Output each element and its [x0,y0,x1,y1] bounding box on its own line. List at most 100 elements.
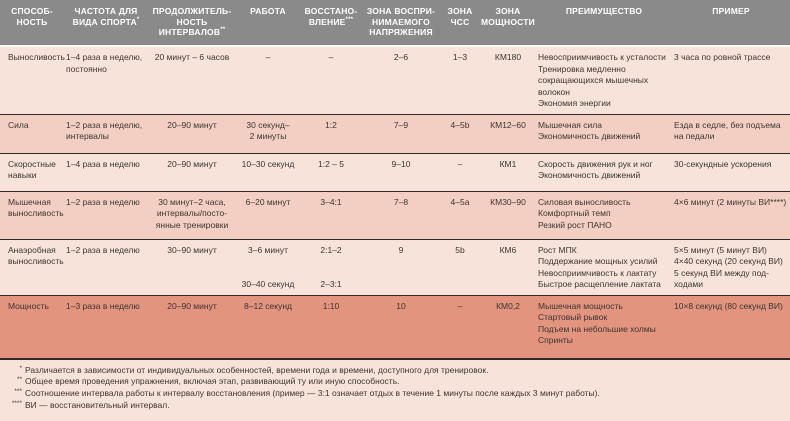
cell-ability: Мышечная выносливость [8,196,64,219]
cell-recovery: 1:10 [322,300,340,311]
cell-work: 8–12 секунд [244,300,292,311]
cell-recovery: 1:2 – 5 [318,158,344,169]
col-header-work: РАБОТА [236,0,300,45]
cell-interval-duration: 30 минут–2 часа, интервалы/посто- янные … [155,196,229,230]
footnote-marker: *** [345,16,354,23]
cell-power-zone: КМ1 [499,158,517,169]
cell-perceived-effort-zone: 9–10 [391,158,411,169]
col-header-label: СПОСОБ- НОСТЬ [11,6,53,27]
table-row: Выносливость 1–4 раза в неделю, постоянно… [0,47,790,114]
col-header-label: ПРИМЕР [712,6,750,16]
col-header-power-zone: ЗОНА МОЩНОСТИ [480,0,536,45]
cell-recovery: 2:1–2 2–3:1 [320,244,342,290]
cell-interval-duration: 20–90 минут [167,300,217,311]
cell-perceived-effort-zone: 9 [398,244,404,255]
cell-power-zone: КМ0,2 [496,300,520,311]
cell-ability: Мощность [8,300,49,311]
cell-benefit: Мышечная мощность Стартовый рывок Подъем… [538,300,656,346]
col-header-ability: СПОСОБ- НОСТЬ [0,0,64,45]
cell-work: 6–20 минут [245,196,291,207]
cell-ability: Скоростные навыки [8,158,56,181]
cell-ability: Сила [8,119,29,130]
table-header-row: СПОСОБ- НОСТЬ ЧАСТОТА ДЛЯ ВИДА СПОРТА* ПРО… [0,0,790,47]
footnote-text: Общее время проведения упражнения, включ… [25,376,400,387]
cell-perceived-effort-zone: 10 [396,300,406,311]
cell-example: 30-секундные ускорения [674,158,772,169]
cell-work: 30 секунд– 2 минуты [246,119,290,142]
cell-example: 3 часа по ровной трассе [674,52,771,62]
col-header-label: РАБОТА [250,6,286,16]
footnote-marker: * [19,364,22,372]
cell-perceived-effort-zone: 2–6 [393,52,409,62]
cell-example: 5×5 минут (5 минут ВИ) 4×40 секунд (20 с… [674,244,783,290]
cell-frequency: 1–2 раза в неделю [66,196,140,207]
footnote-marker: ** [220,27,226,34]
col-header-label: ЗОНА ВОСПРИ- НИМАЕМОГО НАПРЯЖЕНИЯ [366,6,436,37]
col-header-label: ВОССТАНО- ВЛЕНИЕ [304,6,358,27]
col-header-label: ПРОДОЛЖИТЕЛЬ- НОСТЬ ИНТЕРВАЛОВ [152,6,232,37]
cell-benefit: Скорость движения рук и ног Экономичност… [538,158,653,181]
col-header-label: ЗОНА МОЩНОСТИ [481,6,535,27]
cell-work: 3–6 минут 30–40 секунд [241,244,295,290]
table-row: Анаэробная выносливость 1–2 раза в неделю… [0,238,790,295]
cell-example: 10×8 секунд (80 секунд ВИ) [674,300,783,311]
cell-hr-zone: 4–5b [450,119,470,130]
footnote-marker: *** [14,388,22,396]
cell-frequency: 1–4 раза в неделю [66,158,140,169]
cell-frequency: 1–2 раза в неделю [66,244,140,255]
col-header-example: ПРИМЕР [672,0,790,45]
footnotes: * Различается в зависимости от индивидуал… [0,357,790,421]
cell-frequency: 1–3 раза в неделю [66,300,140,311]
footnote-line: *** Соотношение интервала работы к интерв… [6,388,782,400]
col-header-perceived-effort-zone: ЗОНА ВОСПРИ- НИМАЕМОГО НАПРЯЖЕНИЯ [362,0,440,45]
cell-hr-zone: 5b [455,244,465,255]
cell-interval-duration: 20–90 минут [167,119,217,130]
cell-perceived-effort-zone: 7–8 [393,196,409,207]
cell-benefit: Силовая выносливость Комфортный темп Рез… [538,196,631,230]
cell-benefit: Рост МПК Поддержание мощных усилий Невос… [538,244,661,290]
cell-power-zone: КМ12–60 [490,119,526,130]
col-header-label: ЧАСТОТА ДЛЯ ВИДА СПОРТА [72,6,138,27]
col-header-hr-zone: ЗОНА ЧСС [440,0,480,45]
col-header-frequency: ЧАСТОТА ДЛЯ ВИДА СПОРТА* [64,0,148,45]
cell-power-zone: КМ6 [499,244,517,255]
col-header-interval-duration: ПРОДОЛЖИТЕЛЬ- НОСТЬ ИНТЕРВАЛОВ** [148,0,236,45]
table-body: Выносливость 1–4 раза в неделю, постоянно… [0,47,790,358]
cell-work: 10–30 секунд [241,158,295,169]
cell-work: – [265,52,271,62]
table-row: Скоростные навыки 1–4 раза в неделю 20–90 … [0,152,790,191]
cell-recovery: – [328,52,334,62]
cell-interval-duration: 30–90 минут [167,244,217,255]
footnote-text: Соотношение интервала работы к интервалу… [25,388,600,399]
col-header-recovery: ВОССТАНО- ВЛЕНИЕ*** [300,0,362,45]
table-row: Сила 1–2 раза в неделю, интервалы 20–90 ми… [0,113,790,153]
footnote-text: Различается в зависимости от индивидуаль… [25,364,489,375]
cell-hr-zone: – [457,300,463,311]
cell-perceived-effort-zone: 7–9 [393,119,409,130]
cell-interval-duration: 20–90 минут [167,158,217,169]
cell-hr-zone: 4–5a [450,196,470,207]
footnote-line: * Различается в зависимости от индивидуал… [6,365,782,377]
footnote-marker: * [136,16,140,23]
col-header-benefit: ПРЕИМУЩЕСТВО [536,0,672,45]
cell-power-zone: КМ30–90 [490,196,526,207]
footnote-line: ** Общее время проведения упражнения, вкл… [6,376,782,388]
table-row: Мощность 1–3 раза в неделю 20–90 минут 8–12… [0,294,790,358]
col-header-label: ЗОНА ЧСС [447,6,473,27]
footnote-line: **** ВИ — восстановительный интервал. [6,400,782,412]
cell-example: 4×6 минут (2 минуты ВИ****) [674,196,787,207]
cell-recovery: 1:2 [325,119,337,130]
cell-ability: Выносливость [8,52,65,62]
cell-frequency: 1–2 раза в неделю, интервалы [66,119,143,142]
cell-hr-zone: 1–3 [452,52,468,62]
col-header-label: ПРЕИМУЩЕСТВО [565,6,643,16]
cell-benefit: Мышечная сила Экономичность движений [538,119,641,142]
cell-power-zone: КМ180 [494,52,522,62]
table-row: Мышечная выносливость 1–2 раза в неделю 30… [0,190,790,239]
cell-benefit: Невосприимчивость к усталости Тренировка… [538,52,666,108]
footnote-marker: ** [16,376,22,384]
cell-ability: Анаэробная выносливость [8,244,64,267]
footnote-marker: **** [11,399,22,407]
cell-interval-duration: 20 минут – 6 часов [154,52,230,62]
